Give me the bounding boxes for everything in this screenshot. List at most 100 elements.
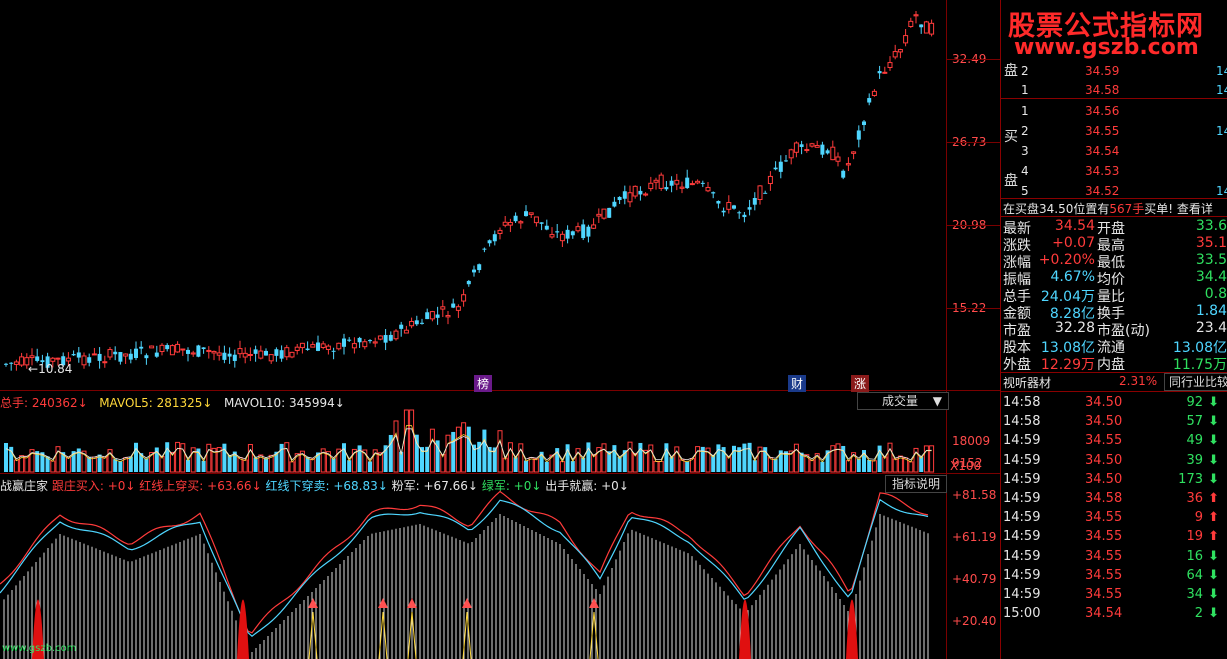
- volume-bar: [461, 422, 467, 473]
- volume-bar: [601, 443, 607, 473]
- candle-body: [336, 342, 342, 350]
- candle-body: [113, 351, 118, 355]
- candle-body: [867, 98, 872, 103]
- tick-row[interactable]: 14:59 34.58 36 ⬆: [1003, 490, 1227, 509]
- volume-bar: [638, 442, 643, 472]
- tick-row[interactable]: 14:59 34.50 173 ⬇: [1003, 471, 1227, 490]
- candle-body: [154, 352, 159, 357]
- big-order-notice[interactable]: 在买盘34.50位置有567手买单! 查看详: [1003, 202, 1213, 216]
- watermark-title: 股票公式指标网: [1008, 11, 1204, 42]
- candle-body: [721, 210, 726, 213]
- sell-row-1[interactable]: 1 34.58 14: [1021, 83, 1227, 97]
- candle-body: [299, 342, 305, 349]
- tick-price: 34.55: [1085, 433, 1123, 449]
- volume-bar: [919, 456, 924, 472]
- candle-body: [757, 185, 763, 201]
- volume-bar: [685, 461, 690, 472]
- volume-bar: [196, 448, 201, 472]
- volume-bar: [216, 447, 222, 473]
- volume-bar: [320, 448, 326, 473]
- quote-row: 涨跌 +0.07 最高 35.1: [1003, 235, 1227, 254]
- tick-row[interactable]: 14:59 34.50 39 ⬇: [1003, 452, 1227, 471]
- candle-body: [128, 353, 133, 360]
- candle-body: [643, 193, 649, 196]
- volume-bar: [466, 426, 471, 472]
- volume-bar: [186, 459, 190, 472]
- volume-ma-line: [5, 428, 932, 461]
- event-marker-cai[interactable]: 财: [788, 375, 807, 392]
- tick-row[interactable]: 14:59 34.55 9 ⬆: [1003, 509, 1227, 528]
- tick-row[interactable]: 14:59 34.55 19 ⬆: [1003, 528, 1227, 547]
- buy-row-4[interactable]: 4 34.53: [1021, 164, 1120, 178]
- tick-price: 34.55: [1085, 529, 1123, 545]
- candle-body: [165, 345, 170, 350]
- industry-compare-button[interactable]: 同行业比较: [1164, 373, 1227, 391]
- sell-label: 盘: [1004, 63, 1018, 79]
- candle-body: [565, 229, 570, 239]
- candle-body: [799, 144, 804, 147]
- tick-volume: 9: [1194, 510, 1203, 526]
- volume-bar: [887, 442, 893, 473]
- volume-bar: [700, 446, 705, 472]
- volume-bar: [55, 446, 61, 473]
- tick-row[interactable]: 14:59 34.55 16 ⬇: [1003, 548, 1227, 567]
- candle-body: [877, 71, 882, 74]
- candle-body: [149, 345, 155, 349]
- volume-bar: [518, 443, 524, 473]
- volume-bar: [820, 461, 825, 472]
- tick-row[interactable]: 14:59 34.55 49 ⬇: [1003, 432, 1227, 451]
- tick-time: 14:59: [1003, 587, 1041, 602]
- indicator-line: [0, 490, 929, 634]
- buy-row-1[interactable]: 1 34.56: [1021, 104, 1120, 118]
- volume-bar: [862, 450, 866, 472]
- candle-body: [742, 214, 747, 218]
- tick-row[interactable]: 15:00 34.54 2 ⬇: [1003, 605, 1227, 624]
- signal-line: [378, 611, 388, 659]
- volume-bar: [705, 447, 711, 473]
- buy-row-5[interactable]: 5 34.52 14: [1021, 184, 1227, 198]
- volume-bar: [596, 447, 602, 473]
- volume-bar: [258, 454, 264, 473]
- volume-bar: [539, 451, 544, 472]
- tick-row[interactable]: 14:58 34.50 92 ⬇: [1003, 394, 1227, 413]
- candle-body: [617, 196, 622, 201]
- candle-body: [425, 312, 430, 320]
- volume-bar: [128, 456, 133, 472]
- sell-row-2[interactable]: 2 34.59 14: [1021, 64, 1227, 78]
- candle-body: [253, 349, 258, 354]
- buy-spike: [846, 599, 858, 659]
- candle-body: [102, 361, 108, 364]
- candle-body: [61, 356, 66, 366]
- candle-body: [559, 233, 565, 242]
- industry-row: 视听器材 2.31%: [1003, 374, 1227, 390]
- volume-bar: [835, 443, 841, 473]
- event-marker-zhang[interactable]: 涨: [851, 375, 870, 392]
- main-chart[interactable]: [0, 0, 1000, 390]
- indicator-help-button[interactable]: 指标说明: [885, 475, 948, 493]
- volume-selector[interactable]: 成交量 ▼: [857, 392, 949, 410]
- tick-row[interactable]: 14:59 34.55 34 ⬇: [1003, 586, 1227, 605]
- candle-body: [342, 338, 346, 347]
- candle-body: [107, 349, 113, 358]
- buy-row-3[interactable]: 3 34.54: [1021, 144, 1120, 158]
- volume-bar: [342, 443, 346, 472]
- volume-bar: [747, 442, 752, 472]
- candle-body: [575, 226, 581, 232]
- candle-body: [13, 361, 19, 365]
- tick-time: 14:59: [1003, 567, 1041, 583]
- volume-chart: [4, 409, 935, 473]
- volume-bar: [445, 434, 451, 473]
- candle-body: [533, 216, 539, 224]
- arrow-down-icon: ⬇: [1208, 567, 1219, 583]
- buy-row-2[interactable]: 2 34.55 14: [1021, 124, 1227, 138]
- tick-price: 34.55: [1085, 548, 1123, 564]
- quote-value: 0.8: [1204, 286, 1227, 302]
- tick-row[interactable]: 14:58 34.50 57 ⬇: [1003, 413, 1227, 432]
- candle-body: [591, 224, 597, 229]
- volume-bar: [570, 461, 575, 472]
- candle-body: [461, 294, 467, 302]
- candle-body: [247, 353, 253, 356]
- event-marker-bang[interactable]: 榜: [474, 375, 493, 392]
- tick-row[interactable]: 14:59 34.55 64 ⬇: [1003, 567, 1227, 586]
- candle-body: [222, 352, 227, 360]
